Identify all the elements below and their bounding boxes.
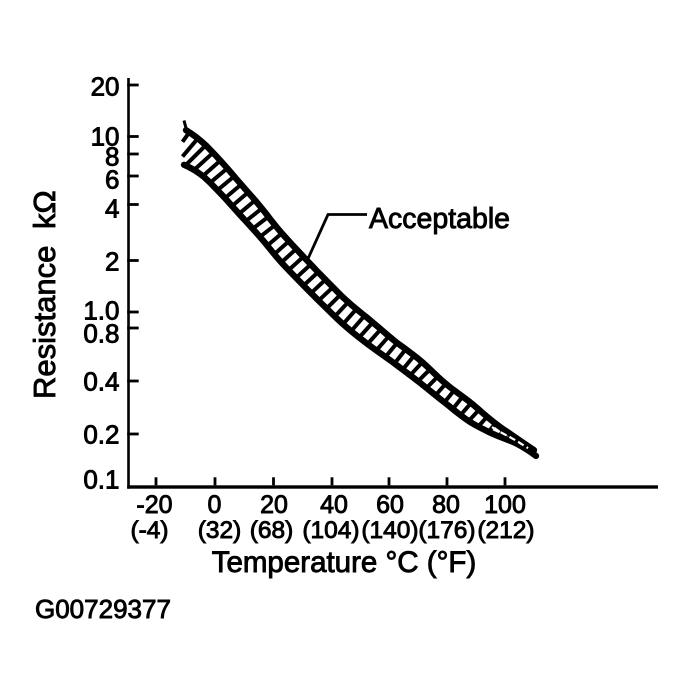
svg-text:40: 40 <box>320 491 348 519</box>
svg-text:(32): (32) <box>198 517 242 544</box>
svg-text:4: 4 <box>105 193 119 223</box>
svg-text:100: 100 <box>484 491 526 519</box>
svg-text:0: 0 <box>208 491 222 519</box>
svg-text:(140): (140) <box>361 517 418 544</box>
svg-text:-20: -20 <box>136 491 172 519</box>
svg-text:(176): (176) <box>418 517 475 544</box>
svg-text:Temperature °C (°F): Temperature °C (°F) <box>212 546 477 579</box>
svg-text:(68): (68) <box>250 517 294 544</box>
svg-text:(-4): (-4) <box>130 517 168 544</box>
svg-text:10: 10 <box>91 121 120 151</box>
svg-text:G00729377: G00729377 <box>35 594 171 624</box>
svg-text:2: 2 <box>105 246 119 276</box>
svg-text:6: 6 <box>105 164 119 194</box>
svg-text:(104): (104) <box>302 517 359 544</box>
svg-text:(212): (212) <box>477 517 534 544</box>
svg-text:Acceptable: Acceptable <box>369 203 510 235</box>
svg-text:0.8: 0.8 <box>83 318 119 348</box>
svg-text:20: 20 <box>91 71 120 101</box>
svg-text:0.1: 0.1 <box>83 464 119 494</box>
svg-text:8: 8 <box>105 141 119 171</box>
svg-text:0.2: 0.2 <box>83 419 119 449</box>
svg-text:0.4: 0.4 <box>83 366 119 396</box>
svg-text:Resistance kΩ: Resistance kΩ <box>27 190 62 399</box>
svg-text:20: 20 <box>260 491 288 519</box>
svg-text:80: 80 <box>432 491 460 519</box>
svg-text:1.0: 1.0 <box>83 295 119 325</box>
svg-text:60: 60 <box>376 491 404 519</box>
